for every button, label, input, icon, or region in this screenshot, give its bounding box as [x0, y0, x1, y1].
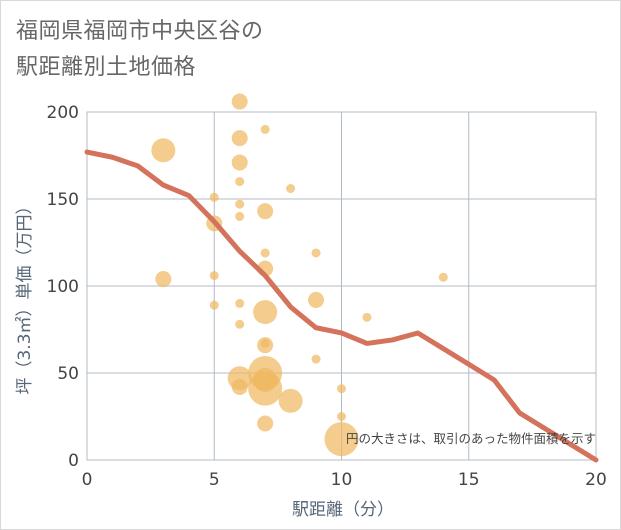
scatter-point [278, 388, 303, 413]
scatter-point [209, 271, 219, 281]
x-axis-label: 駅距離（分） [292, 500, 394, 520]
scatter-point [324, 422, 359, 457]
scatter-point [235, 199, 245, 209]
chart-title-line1: 福岡県福岡市中央区谷の [16, 19, 264, 44]
scatter-point [311, 354, 321, 364]
x-tick-label: 5 [209, 470, 220, 490]
scatter-point [235, 298, 245, 308]
scatter-point [308, 291, 325, 308]
y-tick-label: 0 [68, 451, 79, 471]
scatter-point [151, 138, 176, 163]
scatter-point [155, 271, 172, 288]
scatter-point [260, 248, 270, 258]
scatter-point [235, 319, 245, 329]
trend-line-layer [84, 149, 599, 463]
grid-lines [86, 111, 597, 461]
scatter-point [257, 415, 274, 432]
chart-title-line2: 駅距離別土地価格 [16, 55, 197, 80]
x-tick-label: 10 [331, 470, 353, 490]
y-tick-label: 150 [47, 190, 79, 210]
scatter-point [231, 93, 248, 110]
scatter-point [253, 300, 278, 325]
scatter-point [231, 130, 248, 147]
trend-line [84, 149, 599, 463]
scatter-point [257, 203, 274, 220]
chart-title: 福岡県福岡市中央区谷の 駅距離別土地価格 [16, 14, 576, 86]
scatter-point [248, 371, 283, 406]
x-tick-label: 20 [585, 470, 607, 490]
scatter-point [231, 378, 248, 395]
scatter-point [337, 384, 346, 394]
bubble-size-note: 円の大きさは、取引のあった物件面積を示す [346, 431, 596, 446]
scatter-point [260, 124, 270, 134]
scatter-point [362, 312, 372, 322]
scatter-point [337, 412, 346, 421]
scatter-point [231, 154, 248, 171]
x-tick-label: 0 [82, 470, 93, 490]
bubble-layer [151, 93, 448, 457]
scatter-point [235, 211, 245, 221]
scatter-point [438, 272, 448, 282]
scatter-point [286, 184, 296, 194]
scatter-point [257, 337, 274, 354]
scatter-point [209, 300, 219, 310]
y-tick-label: 200 [47, 103, 79, 123]
scatter-point [311, 248, 321, 258]
scatter-point [209, 192, 219, 202]
y-tick-label: 100 [47, 277, 79, 297]
scatter-point [235, 177, 245, 187]
y-tick-label: 50 [57, 364, 79, 384]
x-tick-label: 15 [458, 470, 480, 490]
y-axis-label: 坪（3.3㎡）単価（万円） [15, 197, 35, 394]
